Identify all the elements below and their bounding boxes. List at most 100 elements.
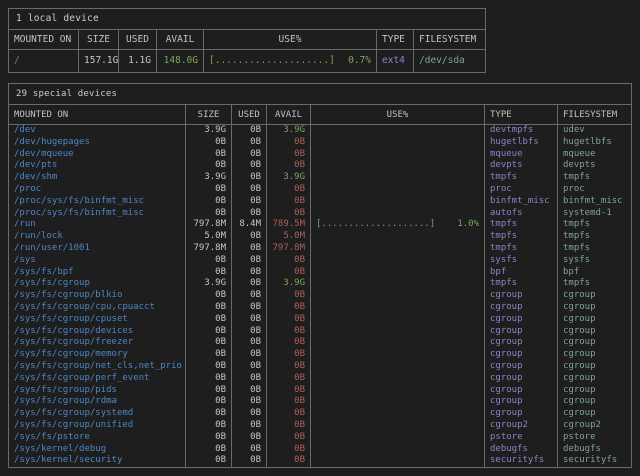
size-cell: 0B <box>186 160 232 172</box>
mount-point-cell: /run <box>9 219 186 231</box>
device-row: /sys/fs/bpf0B0B0Bbpfbpf <box>9 267 631 279</box>
mount-point-cell: /proc/sys/fs/binfmt_misc <box>9 196 186 208</box>
table-title: 29 special devices <box>9 84 631 105</box>
usage-bar-cell <box>311 349 485 361</box>
device-row: /proc0B0B0Bprocproc <box>9 184 631 196</box>
size-cell: 0B <box>186 302 232 314</box>
type-cell: tmpfs <box>485 278 558 290</box>
column-header: AVAIL <box>157 30 204 50</box>
usage-percent: 1.0% <box>457 219 479 231</box>
local-devices-table: 1 local device MOUNTED ONSIZEUSEDAVAILUS… <box>8 8 486 73</box>
avail-cell: 148.0G <box>157 50 204 72</box>
used-cell: 0B <box>232 278 267 290</box>
avail-cell: 3.9G <box>267 172 311 184</box>
used-cell: 0B <box>232 149 267 161</box>
type-cell: cgroup2 <box>485 420 558 432</box>
column-header: USED <box>232 105 267 125</box>
used-cell: 0B <box>232 267 267 279</box>
mount-point-cell: /dev/shm <box>9 172 186 184</box>
device-row: /sys/fs/cgroup/cpu,cpuacct0B0B0Bcgroupcg… <box>9 302 631 314</box>
usage-bar-cell <box>311 396 485 408</box>
used-cell: 0B <box>232 373 267 385</box>
device-row: /dev3.9G0B3.9Gdevtmpfsudev <box>9 125 631 137</box>
type-cell: mqueue <box>485 149 558 161</box>
device-row: /run797.8M8.4M789.5M[...................… <box>9 219 631 231</box>
device-row: /157.1G1.1G148.0G[....................]0… <box>9 50 485 72</box>
used-cell: 8.4M <box>232 219 267 231</box>
avail-cell: 0B <box>267 184 311 196</box>
device-row: /sys/fs/cgroup/pids0B0B0Bcgroupcgroup <box>9 385 631 397</box>
size-cell: 0B <box>186 420 232 432</box>
size-cell: 0B <box>186 290 232 302</box>
mount-point-cell: /sys/kernel/security <box>9 455 186 467</box>
device-row: /sys/fs/cgroup/perf_event0B0B0Bcgroupcgr… <box>9 373 631 385</box>
device-row: /sys/fs/cgroup/unified0B0B0Bcgroup2cgrou… <box>9 420 631 432</box>
usage-bar-cell <box>311 137 485 149</box>
filesystem-cell: cgroup <box>558 302 631 314</box>
mount-point-cell: /sys/kernel/debug <box>9 444 186 456</box>
column-header: MOUNTED ON <box>9 30 79 50</box>
avail-cell: 5.0M <box>267 231 311 243</box>
table-header-row: MOUNTED ONSIZEUSEDAVAILUSE%TYPEFILESYSTE… <box>9 105 631 125</box>
avail-cell: 0B <box>267 408 311 420</box>
used-cell: 0B <box>232 396 267 408</box>
usage-bar-cell <box>311 444 485 456</box>
mount-point-cell: /sys/fs/cgroup/perf_event <box>9 373 186 385</box>
usage-bar-cell <box>311 302 485 314</box>
usage-bar-cell <box>311 455 485 467</box>
mount-point-cell: /run/user/1001 <box>9 243 186 255</box>
device-row: /sys/fs/cgroup3.9G0B3.9Gtmpfstmpfs <box>9 278 631 290</box>
usage-bar-cell <box>311 196 485 208</box>
avail-cell: 0B <box>267 349 311 361</box>
size-cell: 3.9G <box>186 125 232 137</box>
type-cell: cgroup <box>485 373 558 385</box>
size-cell: 0B <box>186 361 232 373</box>
used-cell: 0B <box>232 432 267 444</box>
size-cell: 797.8M <box>186 219 232 231</box>
filesystem-cell: devpts <box>558 160 631 172</box>
usage-bar-cell <box>311 172 485 184</box>
used-cell: 0B <box>232 408 267 420</box>
type-cell: cgroup <box>485 326 558 338</box>
usage-percent: 0.7% <box>348 50 371 72</box>
filesystem-cell: systemd-1 <box>558 208 631 220</box>
avail-cell: 0B <box>267 160 311 172</box>
device-row: /sys/kernel/security0B0B0Bsecurityfssecu… <box>9 455 631 467</box>
device-row: /sys/fs/pstore0B0B0Bpstorepstore <box>9 432 631 444</box>
mount-point-cell: /sys/fs/cgroup/unified <box>9 420 186 432</box>
device-row: /run/user/1001797.8M0B797.8Mtmpfstmpfs <box>9 243 631 255</box>
device-row: /sys/fs/cgroup/systemd0B0B0Bcgroupcgroup <box>9 408 631 420</box>
used-cell: 0B <box>232 184 267 196</box>
type-cell: cgroup <box>485 337 558 349</box>
size-cell: 0B <box>186 396 232 408</box>
used-cell: 0B <box>232 208 267 220</box>
filesystem-cell: bpf <box>558 267 631 279</box>
filesystem-cell: cgroup <box>558 361 631 373</box>
type-cell: sysfs <box>485 255 558 267</box>
avail-cell: 0B <box>267 208 311 220</box>
type-cell: cgroup <box>485 349 558 361</box>
mount-point-cell: /dev/hugepages <box>9 137 186 149</box>
avail-cell: 0B <box>267 361 311 373</box>
mount-point-cell: /sys/fs/cgroup/blkio <box>9 290 186 302</box>
used-cell: 0B <box>232 314 267 326</box>
used-cell: 0B <box>232 349 267 361</box>
size-cell: 0B <box>186 408 232 420</box>
type-cell: bpf <box>485 267 558 279</box>
size-cell: 0B <box>186 267 232 279</box>
type-cell: cgroup <box>485 302 558 314</box>
usage-bar-cell <box>311 337 485 349</box>
table-body: /dev3.9G0B3.9Gdevtmpfsudev/dev/hugepages… <box>9 125 631 467</box>
size-cell: 157.1G <box>79 50 119 72</box>
mount-point-cell: /sys/fs/cgroup/devices <box>9 326 186 338</box>
type-cell: securityfs <box>485 455 558 467</box>
usage-bar-cell <box>311 314 485 326</box>
type-cell: autofs <box>485 208 558 220</box>
device-row: /dev/shm3.9G0B3.9Gtmpfstmpfs <box>9 172 631 184</box>
column-header: TYPE <box>377 30 414 50</box>
size-cell: 0B <box>186 349 232 361</box>
avail-cell: 0B <box>267 267 311 279</box>
avail-cell: 3.9G <box>267 278 311 290</box>
usage-bar-cell <box>311 361 485 373</box>
mount-point-cell: /sys/fs/cgroup <box>9 278 186 290</box>
